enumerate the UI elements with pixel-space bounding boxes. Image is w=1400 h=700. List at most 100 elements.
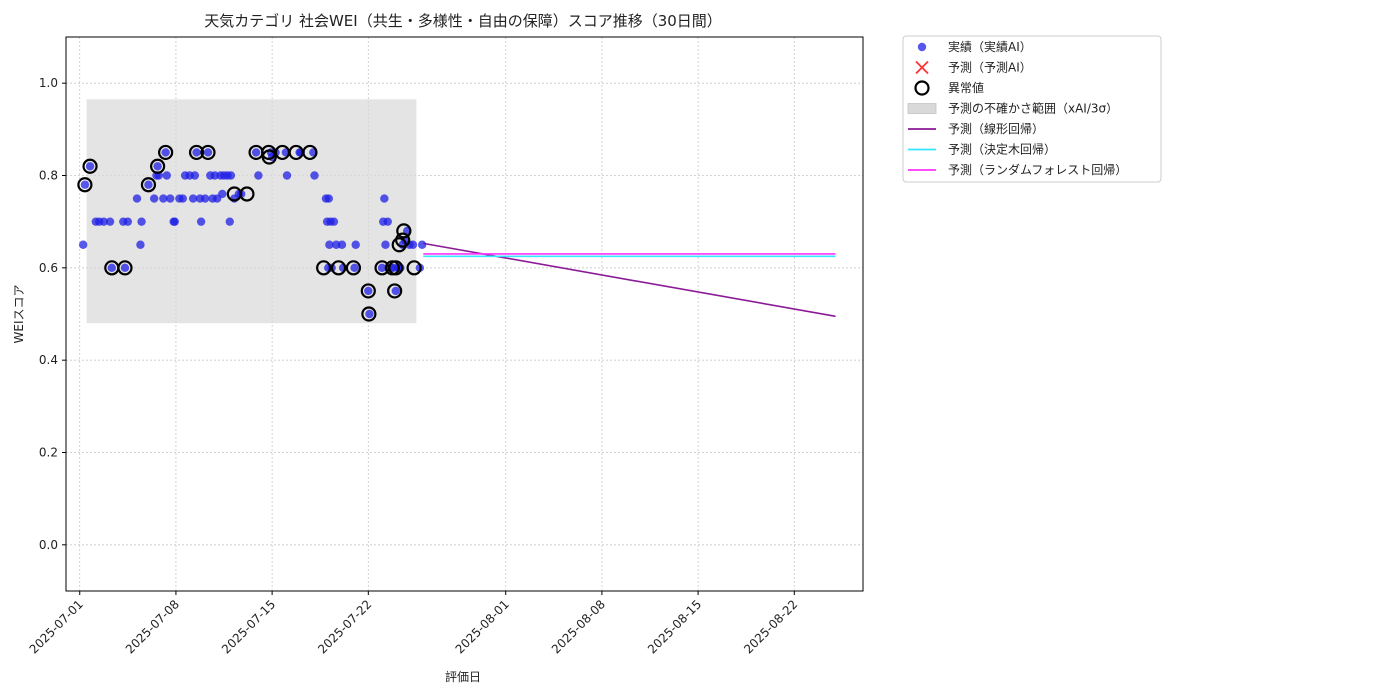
chart-title: 天気カテゴリ 社会WEI（共生・多様性・自由の保障）スコア推移（30日間） (204, 12, 722, 30)
legend-marker-anomaly (914, 80, 930, 96)
x-tick-label: 2025-08-01 (453, 597, 512, 656)
actual-point (377, 263, 387, 273)
actual-point (282, 171, 292, 180)
legend-marker-predicted (915, 60, 929, 75)
anomaly-marker (387, 283, 403, 299)
legend-label: 予測（ランダムフォレスト回帰） (948, 162, 1127, 177)
x-tick-label: 2025-08-22 (741, 597, 800, 656)
actual-point (203, 148, 213, 157)
actual-point (391, 286, 400, 296)
x-tick-label: 2025-08-08 (549, 597, 608, 656)
legend-marker-band (907, 103, 937, 114)
anomaly-marker (158, 144, 174, 161)
actual-point (170, 217, 179, 226)
x-tick-label: 2025-07-15 (219, 597, 278, 656)
actual-point (310, 171, 319, 180)
anomaly-marker (117, 260, 133, 276)
actual-point (99, 217, 108, 226)
actual-point (251, 148, 261, 157)
actual-point (408, 240, 418, 249)
actual-point (329, 217, 339, 226)
prediction-lines-layer (423, 242, 836, 318)
anomaly-marker (77, 177, 93, 193)
anomaly-marker (239, 186, 255, 202)
y-tick-label: 0.6 (39, 261, 58, 275)
actual-point (153, 162, 162, 171)
actual-point (218, 189, 227, 199)
legend-label: 異常値 (948, 80, 984, 95)
actual-point (225, 217, 234, 226)
actual-point (159, 194, 168, 203)
anomaly-marker (200, 144, 216, 161)
anomaly-marker (188, 144, 205, 161)
anomaly-marker (316, 260, 332, 276)
actual-point (107, 263, 117, 273)
x-tick-label: 2025-07-01 (27, 597, 86, 656)
anomaly-marker (406, 260, 422, 276)
actual-point (337, 240, 347, 249)
actual-point (381, 240, 390, 249)
uncertainty-band (86, 99, 417, 324)
legend-label: 予測（決定木回帰） (948, 142, 1056, 157)
actual-point (350, 263, 359, 273)
anomaly-marker (361, 306, 377, 322)
anomaly-marker (302, 144, 318, 161)
actual-point (136, 240, 145, 249)
actual-point (120, 263, 130, 273)
x-axis-label: 評価日 (445, 669, 481, 684)
actual-point (254, 171, 263, 180)
legend-label: 実績（実績AI） (948, 39, 1032, 54)
actual-point (196, 217, 206, 226)
y-tick-label: 0.2 (39, 446, 58, 460)
anomaly-marker (345, 260, 362, 276)
anomaly-marker (395, 232, 411, 248)
actual-point (188, 194, 198, 203)
anomaly-marker (140, 177, 157, 193)
actual-point (166, 194, 175, 203)
y-tick-label: 0.4 (39, 353, 58, 367)
plot-frame (65, 36, 864, 592)
x-tick-label: 2025-08-15 (645, 597, 704, 656)
x-tick-label: 2025-07-08 (123, 597, 182, 656)
y-axis-label: WEIスコア (12, 285, 26, 344)
y-tick-label: 0.8 (39, 169, 58, 183)
uncertainty-band-layer (86, 99, 417, 324)
y-tick-label: 0.0 (39, 538, 58, 552)
actual-point (364, 286, 373, 296)
legend-label: 予測（線形回帰） (948, 121, 1044, 136)
actual-point (324, 194, 334, 203)
actual-point (200, 194, 210, 203)
legend-x-stroke (915, 60, 929, 75)
actual-point (144, 180, 153, 189)
actual-point (105, 217, 115, 226)
legend-box (902, 35, 1162, 183)
y-axis-ticks: 0.0 0.2 0.4 0.6 0.8 1.0 (39, 76, 66, 552)
anomaly-marker (150, 158, 166, 174)
actual-point (132, 194, 142, 203)
x-axis-ticks: 2025-07-01 2025-07-08 2025-07-15 2025-07-22… (27, 591, 800, 656)
anomaly-marker (396, 223, 412, 239)
actual-point (226, 171, 236, 180)
actual-point (190, 171, 200, 180)
anomaly-marker (330, 260, 347, 276)
actual-point (380, 194, 389, 203)
actual-point (80, 180, 90, 189)
actual-point (137, 217, 146, 226)
legend-label: 予測（予測AI） (948, 61, 1032, 75)
actual-point (78, 240, 88, 249)
actual-point (383, 217, 392, 226)
actual-point (162, 171, 171, 180)
anomaly-rings-layer (77, 144, 422, 322)
anomaly-marker (388, 260, 404, 276)
legend-label: 予測の不確かさ範囲（xAI/3σ） (948, 101, 1118, 116)
actual-point (351, 240, 360, 249)
actual-point (123, 217, 133, 226)
anomaly-marker (360, 283, 376, 299)
x-tick-label: 2025-07-22 (315, 597, 374, 656)
actual-point (149, 194, 159, 203)
actual-point (365, 309, 374, 319)
actual-point (325, 240, 334, 249)
actual-point (161, 148, 170, 157)
